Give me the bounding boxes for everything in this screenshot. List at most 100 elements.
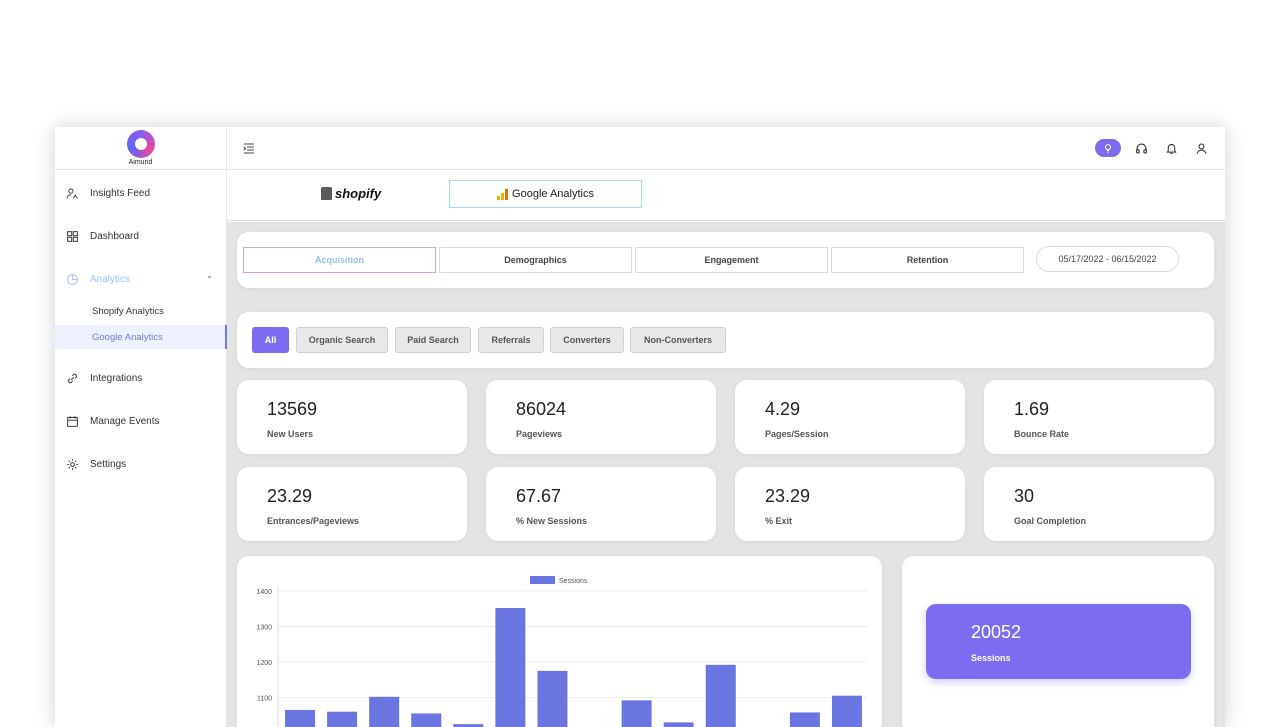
sidebar-item-label: Analytics [90,273,131,285]
chart-bar [369,696,400,727]
sessions-bar-chart: 1100 1200 1300 1400 Sessions [256,576,867,727]
logo-text: Aimund [128,159,153,166]
sidebar-subitem-google-analytics[interactable]: Google Analytics [55,325,227,349]
sessions-label: Sessions [971,653,1011,663]
y-tick-label: 1200 [256,660,272,667]
google-analytics-icon [497,188,509,200]
stat-value: 13569 [267,399,318,419]
sidebar-subitem-shopify-analytics[interactable]: Shopify Analytics [55,299,227,323]
tab-engagement[interactable]: Engagement [635,247,828,273]
stat-card-entrances-pageviews: 23.29 Entrances/Pageviews [237,467,467,541]
insights-icon [65,186,79,200]
segment-filter-panel: All Organic Search Paid Search Referrals… [237,312,1214,368]
stat-label: New Users [267,429,314,439]
report-tabs-panel: Acquisition Demographics Engagement Rete… [237,232,1214,288]
google-analytics-label: Google Analytics [512,188,594,200]
chart-bar [285,709,316,727]
sidebar-item-label: Integrations [90,372,143,384]
calendar-icon [65,414,79,428]
stat-card-new-sessions: 67.67 % New Sessions [486,467,716,541]
chart-bar [411,713,442,727]
sidebar-item-settings[interactable]: Settings [55,451,227,477]
chevron-up-icon[interactable]: ⌃ [206,274,213,284]
filter-non-converters[interactable]: Non-Converters [630,327,726,353]
filter-converters[interactable]: Converters [550,327,624,353]
legend-swatch [530,576,555,584]
shopify-bag-icon [321,187,332,200]
chart-bar [495,608,526,727]
source-shopify[interactable]: shopify [321,186,381,201]
user-icon[interactable] [1191,138,1211,158]
sessions-chart-panel: 1100 1200 1300 1400 Sessions [237,556,882,727]
sidebar: Aimund Insights Feed Dashboard Analytics [55,127,227,727]
stat-value: 4.29 [765,399,801,419]
link-icon [65,371,79,385]
stat-value: 67.67 [516,486,562,506]
sidebar-subitem-label: Google Analytics [92,331,163,343]
app-window: Aimund Insights Feed Dashboard Analytics [55,127,1225,727]
pie-chart-icon [65,272,79,286]
chart-bar [663,722,694,727]
data-source-selector: shopify Google Analytics [227,171,1225,221]
lightbulb-icon[interactable] [1095,139,1121,157]
headset-icon[interactable] [1131,138,1151,158]
sidebar-item-label: Insights Feed [90,187,151,199]
date-range-picker[interactable]: 05/17/2022 - 06/15/2022 [1036,246,1179,272]
filter-organic-search[interactable]: Organic Search [296,327,388,353]
stat-card-exit: 23.29 % Exit [735,467,965,541]
stat-card-new-users: 13569 New Users [237,380,467,454]
tab-demographics[interactable]: Demographics [439,247,632,273]
y-tick-label: 1400 [256,589,272,596]
stat-label: Entrances/Pageviews [267,516,360,526]
filter-all[interactable]: All [252,327,289,353]
stat-label: Pageviews [516,429,563,439]
top-actions [1095,138,1211,158]
sidebar-item-analytics[interactable]: Analytics ⌃ [55,266,227,292]
sidebar-item-label: Settings [90,458,127,470]
stat-value: 23.29 [765,486,811,506]
bell-icon[interactable] [1161,138,1181,158]
chart-bar [831,695,862,727]
source-google-analytics[interactable]: Google Analytics [449,180,642,208]
chart-bar [621,700,652,727]
stat-card-bounce-rate: 1.69 Bounce Rate [984,380,1214,454]
filter-paid-search[interactable]: Paid Search [395,327,471,353]
sessions-summary-panel: 20052 Sessions [902,556,1214,727]
stat-label: % New Sessions [516,516,588,526]
sessions-summary-card[interactable]: 20052 Sessions [926,604,1191,679]
stat-value: 1.69 [1014,399,1050,419]
grid-icon [65,229,79,243]
sidebar-item-label: Manage Events [90,415,160,427]
logo-icon [126,130,155,158]
shopify-label: shopify [335,186,382,201]
tab-acquisition[interactable]: Acquisition [243,247,436,273]
menu-toggle-icon[interactable] [243,141,255,154]
sidebar-item-dashboard[interactable]: Dashboard [55,223,227,249]
stat-value: 23.29 [267,486,313,506]
stat-card-goal-completion: 30 Goal Completion [984,467,1214,541]
sessions-value: 20052 [971,622,1022,642]
y-tick-label: 1300 [256,625,272,632]
sidebar-item-manage-events[interactable]: Manage Events [55,408,227,434]
sidebar-item-label: Dashboard [90,230,139,242]
gear-icon [65,457,79,471]
tab-retention[interactable]: Retention [831,247,1024,273]
main-content: Acquisition Demographics Engagement Rete… [227,222,1225,727]
stat-value: 86024 [516,399,567,419]
stat-value: 30 [1014,486,1035,506]
stat-label: % Exit [765,516,793,526]
logo[interactable]: Aimund [55,127,226,170]
sidebar-item-insights-feed[interactable]: Insights Feed [55,180,227,206]
chart-bar [705,664,736,727]
stat-label: Bounce Rate [1014,429,1070,439]
chart-bar [327,711,358,727]
chart-bar [537,670,568,727]
stat-label: Goal Completion [1014,516,1086,526]
stat-card-pageviews: 86024 Pageviews [486,380,716,454]
y-tick-label: 1100 [257,696,272,703]
sidebar-subitem-label: Shopify Analytics [92,305,164,317]
stat-card-pages-session: 4.29 Pages/Session [735,380,965,454]
sidebar-item-integrations[interactable]: Integrations [55,365,227,391]
filter-referrals[interactable]: Referrals [478,327,544,353]
stat-label: Pages/Session [765,429,829,439]
